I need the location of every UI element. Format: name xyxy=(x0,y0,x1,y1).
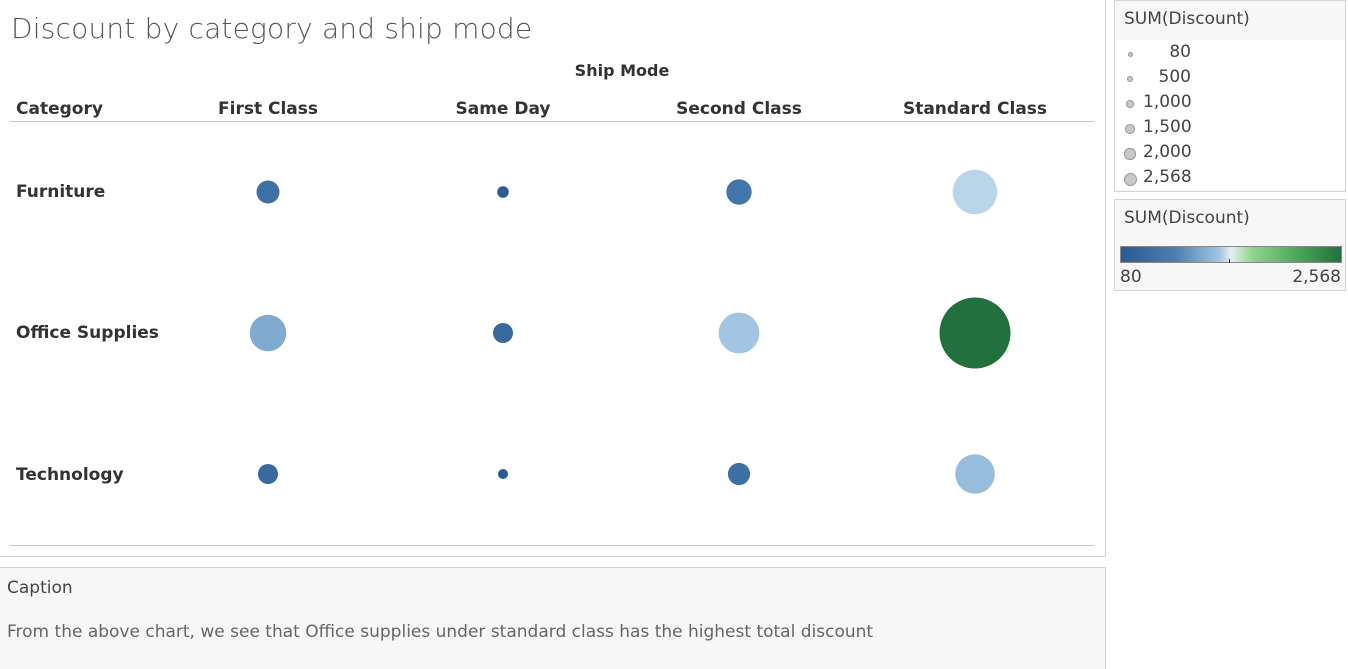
color-legend-max: 2,568 xyxy=(1292,267,1341,287)
chart-marks xyxy=(249,169,1011,494)
size-legend-item: 1,000 xyxy=(1115,90,1345,115)
ship-mode-header: Ship Mode xyxy=(574,61,670,80)
mark-furniture-same-day[interactable] xyxy=(497,186,509,198)
size-legend-item: 2,000 xyxy=(1115,140,1345,165)
size-legend: SUM(Discount) 80 500 1,000 1,500 2,000 2,568 xyxy=(1114,0,1346,192)
row-label-office-supplies: Office Supplies xyxy=(16,323,159,343)
color-legend-title: SUM(Discount) xyxy=(1124,208,1250,228)
column-header-same-day: Same Day xyxy=(455,99,551,119)
caption-panel: Caption From the above chart, we see tha… xyxy=(0,567,1106,669)
mark-technology-standard-class[interactable] xyxy=(955,454,995,494)
size-legend-label: 1,000 xyxy=(1143,92,1192,112)
row-label-furniture: Furniture xyxy=(16,182,106,202)
size-legend-item: 80 xyxy=(1115,40,1345,65)
size-legend-item: 500 xyxy=(1115,65,1345,90)
size-legend-label: 2,000 xyxy=(1143,142,1192,162)
mark-technology-same-day[interactable] xyxy=(498,469,508,479)
mark-office-supplies-first-class[interactable] xyxy=(249,314,287,352)
bottom-divider xyxy=(10,545,1094,546)
mark-office-supplies-second-class[interactable] xyxy=(718,312,760,354)
row-label-technology: Technology xyxy=(16,465,124,485)
size-legend-dot xyxy=(1124,148,1136,160)
color-legend: SUM(Discount) 80 2,568 xyxy=(1114,199,1346,291)
size-legend-label: 1,500 xyxy=(1143,117,1192,137)
mark-technology-first-class[interactable] xyxy=(258,464,278,484)
size-legend-dot xyxy=(1123,172,1137,186)
size-legend-label: 500 xyxy=(1158,67,1191,87)
size-legend-item: 1,500 xyxy=(1115,115,1345,140)
size-legend-dot xyxy=(1126,100,1134,108)
size-legend-title: SUM(Discount) xyxy=(1124,9,1250,29)
category-header: Category xyxy=(16,99,103,119)
size-legend-dot xyxy=(1127,51,1133,57)
size-legend-label: 2,568 xyxy=(1143,167,1192,187)
header-divider xyxy=(10,121,1094,122)
mark-office-supplies-standard-class[interactable] xyxy=(939,297,1011,369)
size-legend-dot xyxy=(1125,124,1135,134)
size-legend-item: 2,568 xyxy=(1115,165,1345,190)
size-legend-label: 80 xyxy=(1169,42,1191,62)
column-header-first-class: First Class xyxy=(218,99,318,119)
mark-furniture-first-class[interactable] xyxy=(256,180,280,204)
chart-panel: Discount by category and ship mode Ship … xyxy=(0,0,1106,557)
caption-title: Caption xyxy=(7,578,73,598)
color-gradient-bar xyxy=(1120,246,1342,263)
column-header-standard-class: Standard Class xyxy=(902,99,1048,119)
mark-furniture-standard-class[interactable] xyxy=(952,169,998,215)
size-legend-items: 80 500 1,000 1,500 2,000 2,568 xyxy=(1115,40,1345,190)
size-legend-dot xyxy=(1126,75,1134,83)
chart-title: Discount by category and ship mode xyxy=(11,12,533,45)
mark-office-supplies-same-day[interactable] xyxy=(493,323,513,343)
color-legend-min: 80 xyxy=(1120,267,1142,287)
mark-furniture-second-class[interactable] xyxy=(726,179,752,205)
column-header-second-class: Second Class xyxy=(676,99,802,119)
caption-text: From the above chart, we see that Office… xyxy=(7,622,874,642)
color-gradient-tick xyxy=(1229,259,1230,263)
mark-technology-second-class[interactable] xyxy=(727,462,751,486)
